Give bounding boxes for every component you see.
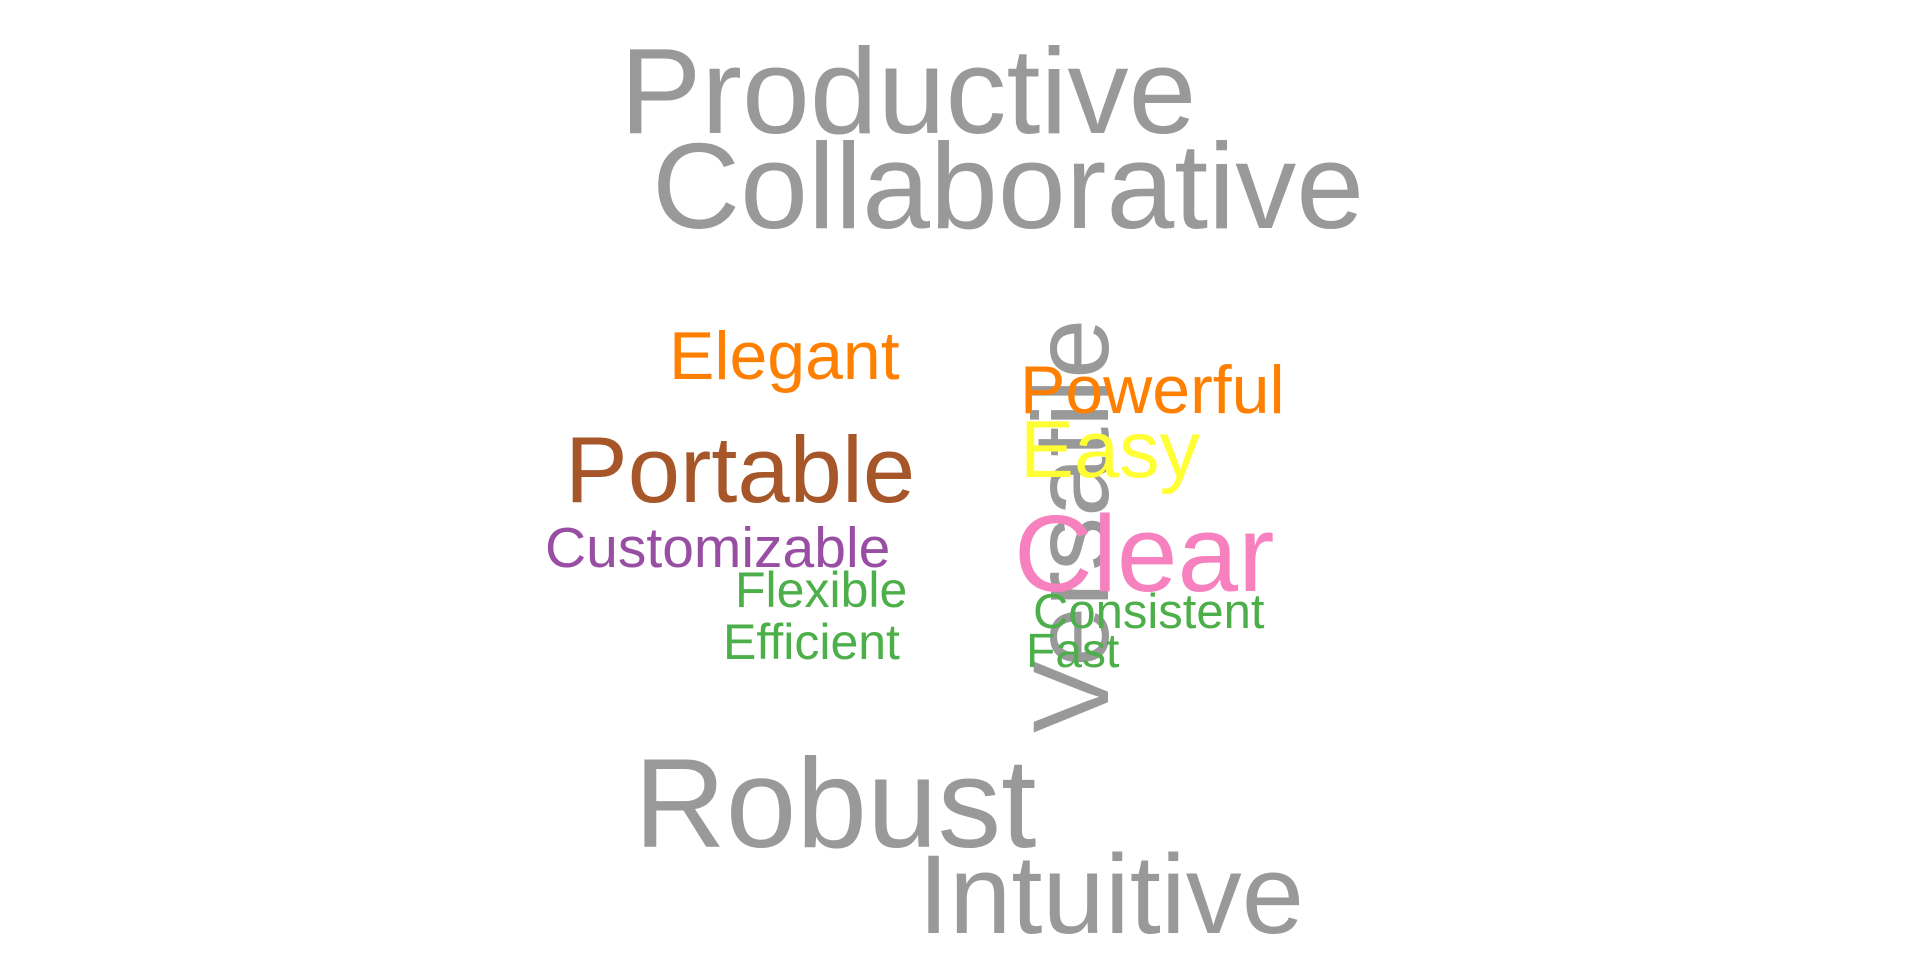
word-powerful: Powerful <box>1020 352 1285 428</box>
word-portable: Portable <box>565 417 916 522</box>
word-customizable: Customizable <box>545 516 891 580</box>
word-productive: Productive <box>620 23 1197 159</box>
word-efficient: Efficient <box>723 614 900 670</box>
word-fast: Fast <box>1026 625 1120 678</box>
word-elegant: Elegant <box>669 318 900 394</box>
word-intuitive: Intuitive <box>918 832 1304 957</box>
word-flexible: Flexible <box>735 562 908 618</box>
word-collaborative: Collaborative <box>652 118 1365 254</box>
word-robust: Robust <box>634 732 1037 874</box>
word-clear: Clear <box>1014 493 1275 615</box>
word-consistent: Consistent <box>1033 585 1265 639</box>
word-easy: Easy <box>1020 405 1201 495</box>
